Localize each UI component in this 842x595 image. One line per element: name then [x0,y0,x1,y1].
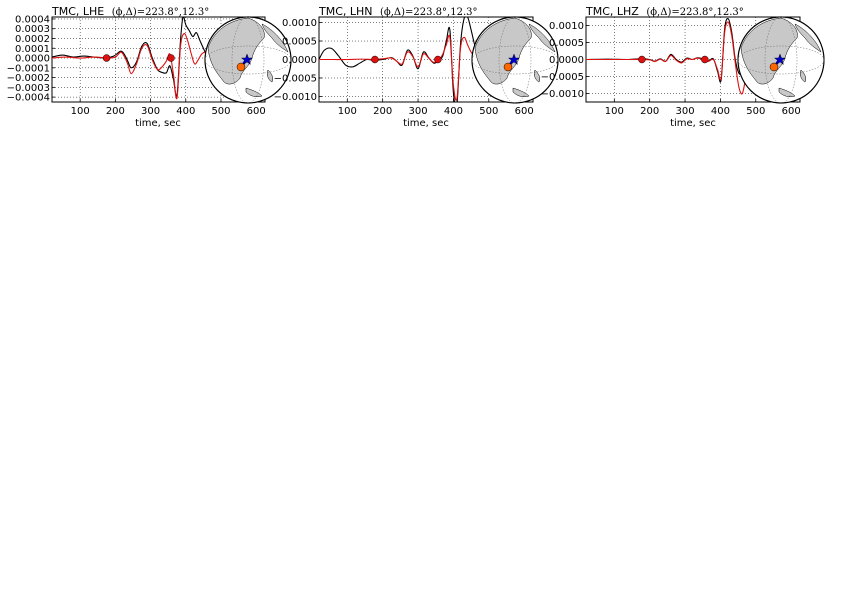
y-tick-label: 0.0005 [282,37,317,48]
x-tick-label: 300 [141,106,160,117]
panel-lhz-title-text: TMC, LHZ [585,5,639,18]
y-tick-label: −0.0010 [541,89,584,100]
y-tick-label: 0.0000 [15,54,50,65]
y-tick-label: −0.0004 [7,93,50,104]
x-tick-label: 600 [782,106,801,117]
time-window-marker [167,54,175,62]
panel-lhz-y-ticks: 0.0010 0.0005 0.0000 −0.0005 −0.0010 [541,21,589,100]
time-window-marker [102,54,111,62]
globe-islands [512,69,541,98]
globe-event-star [773,53,787,66]
y-tick-label: −0.0001 [7,63,50,74]
y-tick-label: 0.0000 [549,55,584,66]
x-tick-label: 200 [373,106,392,117]
x-tick-label: 100 [605,106,624,117]
panel-lhe-series [52,17,224,100]
x-tick-label: 500 [479,106,498,117]
series-synthetic-line [586,21,747,95]
y-tick-label: −0.0002 [7,73,50,84]
time-window-marker [371,55,379,64]
globe-station-marker [769,62,779,72]
globe-graticule [204,45,292,75]
y-tick-label: −0.0005 [274,73,317,84]
panel-lhn-markers [371,55,442,64]
globe-station-marker [236,62,246,72]
globe-meridian [764,16,798,104]
panel-lhz: TMC, LHZ (ϕ,Δ)=223.8°,12.3° 0.0010 0.0005… [541,5,825,129]
globe-graticule [471,45,559,75]
globe-graticule [737,45,825,75]
x-tick-label: 600 [247,106,266,117]
panel-lhn-title: TMC, LHN (ϕ,Δ)=223.8°,12.3° [318,5,478,18]
x-tick-label: 300 [675,106,694,117]
y-tick-label: 0.0005 [549,38,584,49]
globe-event-star [240,53,254,66]
x-tick-label: 400 [711,106,730,117]
globe-land-east [528,23,556,53]
y-tick-label: 0.0000 [282,55,317,66]
panel-lhz-xlabel: time, sec [670,118,716,129]
panel-lhe-x-ticks: 100 200 300 400 500 600 [71,99,266,117]
panel-lhe-y-ticks: 0.00040.00030.00020.00010.0000−0.0001−0.… [7,14,55,104]
panel-lhe: TMC, LHE (ϕ,Δ)=223.8°,12.3° 0.00040.0003… [7,5,292,129]
globe-meridian [231,16,265,104]
panel-lhz-title-math: (ϕ,Δ)=223.8°,12.3° [646,7,743,18]
x-tick-label: 600 [515,106,534,117]
x-tick-label: 200 [106,106,125,117]
globe-islands [778,69,807,98]
globe-station-marker [503,62,513,72]
x-tick-label: 100 [71,106,90,117]
y-tick-label: −0.0003 [7,83,50,94]
x-tick-label: 400 [444,106,463,117]
globe-islands [245,69,274,98]
panel-lhe-title-text: TMC, LHE [51,5,104,18]
panel-lhe-title: TMC, LHE (ϕ,Δ)=223.8°,12.3° [51,5,209,18]
panel-lhn: TMC, LHN (ϕ,Δ)=223.8°,12.3° 0.0010 0.0005… [274,5,559,129]
panel-lhn-title-text: TMC, LHN [318,5,373,18]
y-tick-label: −0.0010 [274,92,317,103]
panel-lhz-globe [737,16,825,104]
time-window-marker [701,55,709,64]
panel-lhe-globe [204,16,292,104]
series-observed-line [52,17,224,98]
globe-event-star [507,53,521,66]
panel-lhn-xlabel: time, sec [403,118,449,129]
panel-lhe-markers [102,54,175,62]
y-tick-label: 0.0010 [549,21,584,32]
x-tick-label: 100 [338,106,357,117]
series-synthetic-line [319,34,479,101]
y-tick-label: 0.0004 [15,14,50,25]
y-tick-label: −0.0005 [541,72,584,83]
x-tick-label: 500 [746,106,765,117]
x-tick-label: 200 [640,106,659,117]
globe-land-east [794,23,822,53]
globe-land-east [261,23,289,53]
panel-lhz-title: TMC, LHZ (ϕ,Δ)=223.8°,12.3° [585,5,744,18]
y-tick-label: 0.0003 [15,24,50,35]
time-window-marker [638,55,646,64]
panel-lhn-x-ticks: 100 200 300 400 500 600 [338,99,534,117]
panel-lhe-title-math: (ϕ,Δ)=223.8°,12.3° [112,7,209,18]
series-synthetic-line [52,32,224,100]
panel-lhz-series [586,18,747,95]
y-tick-label: 0.0002 [15,34,50,45]
x-tick-label: 400 [176,106,195,117]
panel-lhn-globe [471,16,559,104]
time-window-marker [434,55,442,64]
y-tick-label: 0.0001 [15,44,50,55]
globe-meridian [498,16,532,104]
y-tick-label: 0.0010 [282,18,317,29]
panel-lhn-series [319,17,479,102]
panel-lhz-markers [638,55,709,64]
panel-lhz-x-ticks: 100 200 300 400 500 600 [605,99,801,117]
panel-lhn-title-math: (ϕ,Δ)=223.8°,12.3° [380,7,477,18]
panel-lhe-xlabel: time, sec [135,118,181,129]
x-tick-label: 300 [408,106,427,117]
x-tick-label: 500 [211,106,230,117]
